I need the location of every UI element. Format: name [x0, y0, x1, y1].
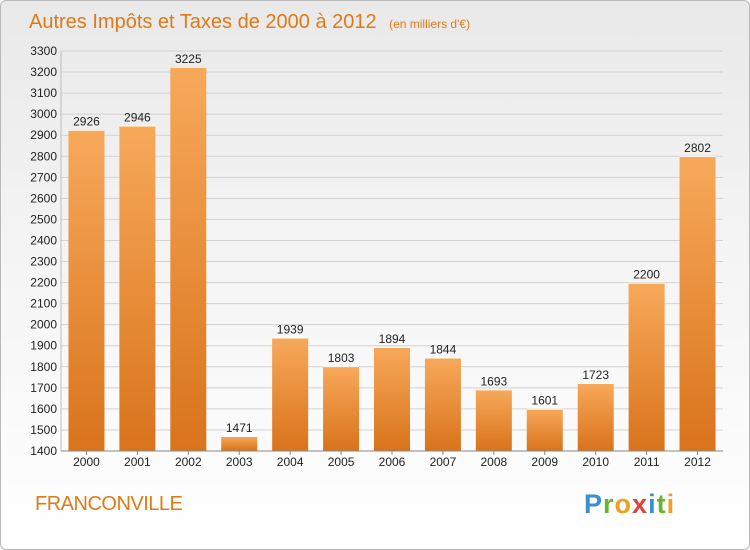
y-tick-label: 3300 — [30, 44, 57, 58]
y-tick-label: 2400 — [30, 233, 57, 247]
x-tick-label: 2010 — [582, 455, 609, 469]
x-tick-label: 2007 — [430, 455, 457, 469]
x-tick-label: 2011 — [634, 455, 660, 469]
bar-2004 — [272, 337, 309, 451]
value-label: 1844 — [430, 343, 457, 357]
bar-2008 — [475, 389, 512, 451]
logo-letter: P — [584, 489, 604, 519]
y-tick-label: 2900 — [30, 128, 57, 142]
chart-title: Autres Impôts et Taxes de 2000 à 2012 (e… — [29, 11, 470, 33]
chart-subtitle: (en milliers d'€) — [389, 17, 470, 31]
y-tick-label: 1500 — [30, 423, 57, 437]
value-label: 3225 — [175, 52, 202, 66]
y-tick-label: 1400 — [30, 444, 57, 458]
y-tick-label: 2100 — [30, 297, 57, 311]
y-tick-label: 2300 — [30, 255, 57, 269]
y-tick-label: 2600 — [30, 191, 57, 205]
bar-2000 — [68, 129, 105, 451]
bar-2009 — [526, 408, 563, 451]
bar-2007 — [424, 357, 461, 451]
y-tick-label: 2500 — [30, 212, 57, 226]
y-tick-label: 2000 — [30, 318, 57, 332]
y-tick-label: 2800 — [30, 149, 57, 163]
y-tick-label: 3100 — [30, 86, 57, 100]
bar-2002 — [170, 66, 207, 451]
value-label: 2802 — [684, 141, 711, 155]
x-tick-label: 2005 — [328, 455, 355, 469]
x-tick-label: 2002 — [175, 455, 202, 469]
bars: 2926 2946 3225 1471 1939 1803 1894 1844 1693 1601… — [68, 52, 716, 452]
y-tick-label: 3000 — [30, 107, 57, 121]
x-tick-label: 2009 — [531, 455, 558, 469]
bar-2006 — [374, 347, 410, 451]
y-tick-label: 2200 — [30, 276, 57, 290]
chart-title-main: Autres Impôts et Taxes de 2000 à 2012 — [29, 11, 377, 33]
value-label: 2926 — [73, 115, 100, 129]
x-tick-label: 2001 — [124, 455, 151, 469]
logo-letter: r — [603, 489, 615, 519]
x-tick-label: 2003 — [226, 455, 253, 469]
value-label: 1894 — [379, 332, 406, 346]
y-tick-label: 1700 — [30, 381, 57, 395]
bar-2005 — [323, 366, 360, 451]
x-tick-label: 2006 — [379, 455, 406, 469]
bar-2010 — [577, 383, 614, 451]
value-label: 1601 — [531, 394, 558, 408]
y-tick-label: 1800 — [30, 360, 57, 374]
x-tick-label: 2004 — [277, 455, 304, 469]
city-name: FRANCONVILLE — [35, 493, 183, 515]
logo-letter: x — [632, 489, 649, 519]
logo-letter: i — [666, 489, 676, 519]
x-tick-label: 2008 — [480, 455, 507, 469]
bar-2012 — [679, 155, 716, 451]
bar-2001 — [119, 125, 156, 452]
value-label: 1471 — [226, 421, 253, 435]
logo-letter: t — [656, 489, 667, 519]
x-axis: 2000 2001 2002 2003 2004 2005 2006 2007 2008 2009… — [61, 450, 723, 469]
value-label: 2200 — [633, 268, 660, 282]
y-tick-label: 2700 — [30, 170, 57, 184]
logo-letter: o — [614, 489, 633, 519]
logo-letter: i — [648, 489, 657, 519]
x-tick-label: 2000 — [73, 455, 100, 469]
value-label: 1939 — [277, 323, 304, 337]
value-label: 1803 — [328, 351, 355, 365]
y-tick-label: 1900 — [30, 339, 57, 353]
x-tick-label: 2012 — [684, 455, 711, 469]
y-axis: 1400 1500 1600 1700 1800 1900 2000 2100 2200 2300… — [30, 44, 62, 458]
y-tick-label: 3200 — [30, 65, 57, 79]
y-tick-label: 1600 — [30, 402, 57, 416]
bar-2011 — [628, 282, 665, 451]
value-label: 1693 — [480, 374, 507, 388]
value-label: 2946 — [124, 111, 151, 125]
proxiti-logo[interactable]: Proxiti — [584, 489, 675, 520]
bar-2003 — [221, 436, 258, 451]
value-label: 1723 — [582, 368, 609, 382]
